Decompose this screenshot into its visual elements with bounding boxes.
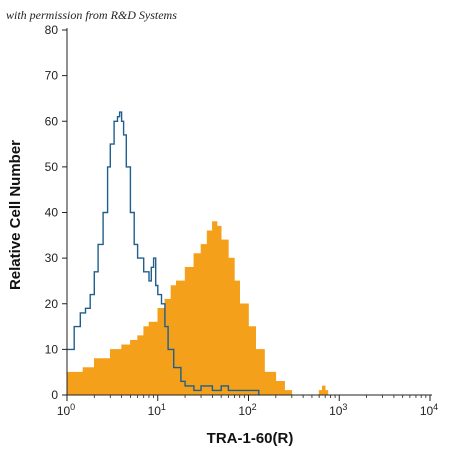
y-tick-label: 50 [45,160,59,174]
credit-line: with permission from R&D Systems [6,8,177,22]
x-tick-label: 102 [238,402,256,418]
outline-histogram [67,111,260,395]
y-axis-title: Relative Cell Number [7,140,24,290]
tick-layer: 0 10 20 30 40 50 60 70 80 100 101 102 103 104 [45,23,439,418]
y-tick-label: 80 [45,23,59,37]
y-tick-label: 10 [45,342,59,356]
x-axis-title: TRA-1-60(R) [207,430,294,447]
x-tick-label: 103 [329,402,347,418]
y-tick-label: 0 [51,388,58,402]
y-tick-label: 20 [45,297,59,311]
axes-layer [66,28,432,396]
x-tick-label: 101 [148,402,166,418]
y-tick-label: 70 [45,69,59,83]
y-tick-label: 40 [45,206,59,220]
y-tick-label: 30 [45,251,59,265]
x-tick-label: 100 [57,402,75,418]
x-tick-label: 104 [420,402,438,418]
filled-histogram [66,221,329,396]
series-layer [66,111,329,396]
y-tick-label: 60 [45,114,59,128]
